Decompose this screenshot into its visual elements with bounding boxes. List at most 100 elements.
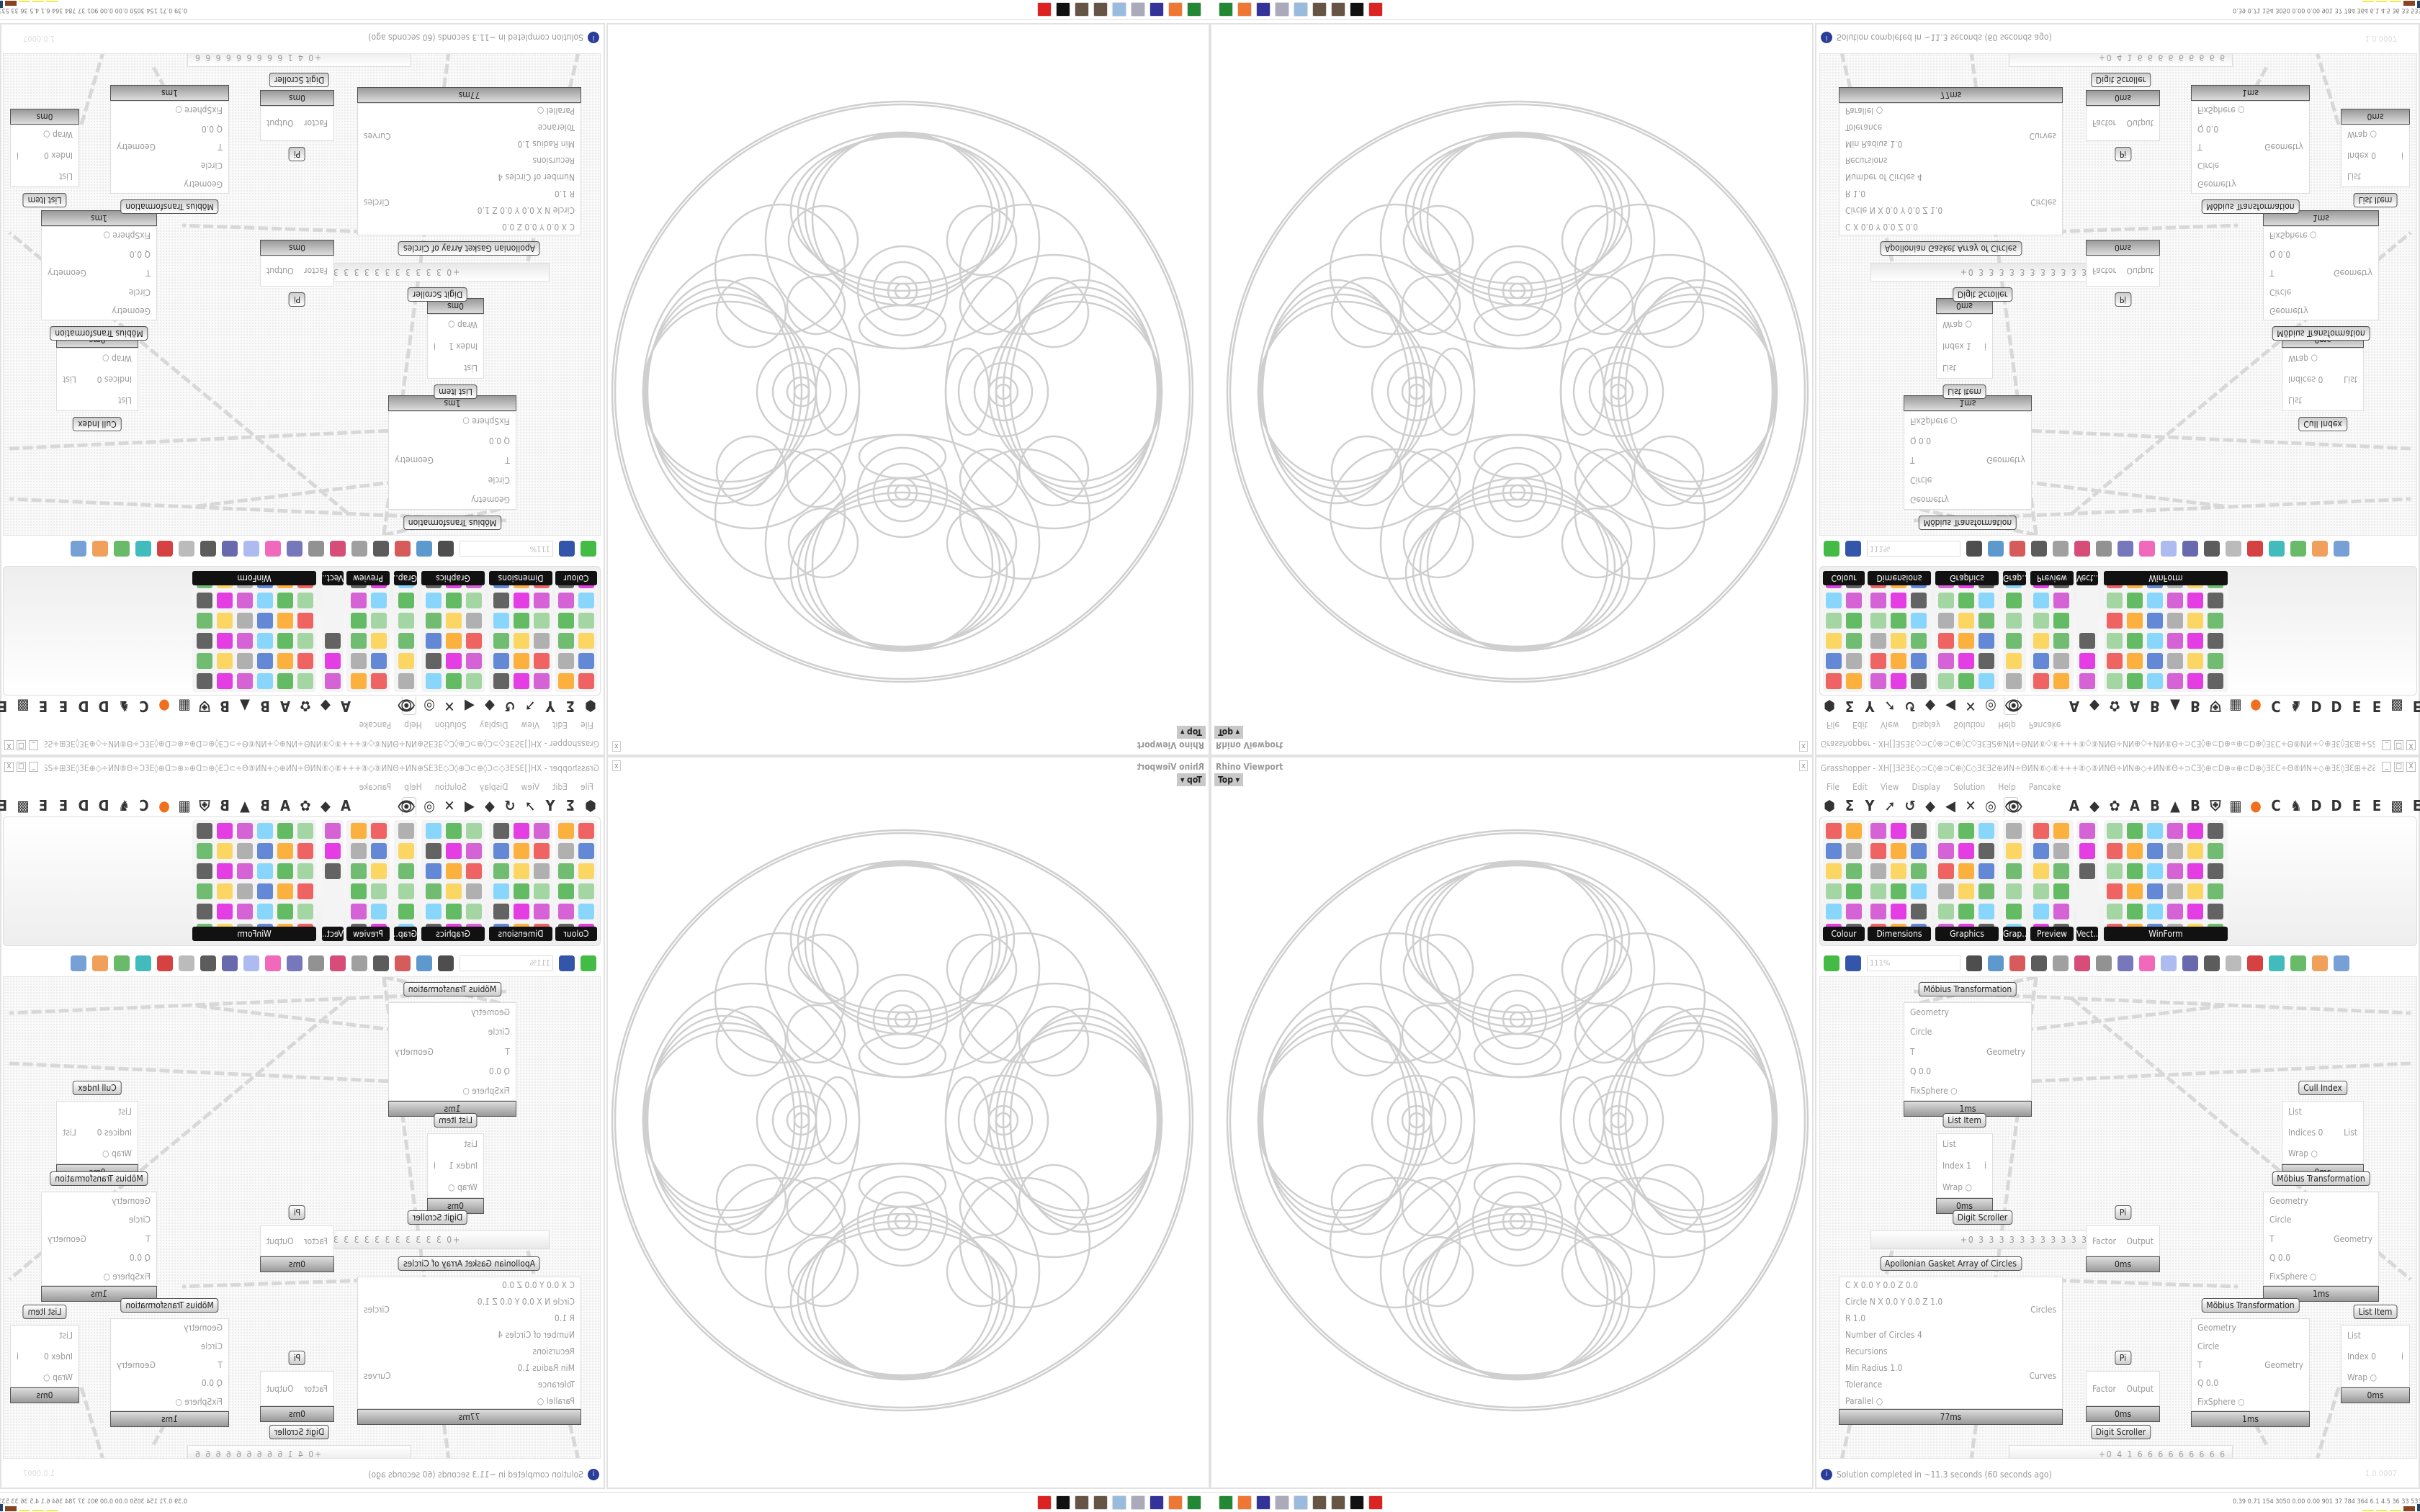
output-param[interactable]: Output [2126, 266, 2154, 276]
input-param[interactable]: Factor [304, 1236, 328, 1246]
component-node[interactable]: List Item List Index 1 Wrap ○ i 0ms [1936, 298, 1993, 399]
component-icon[interactable] [493, 863, 509, 879]
component-icon[interactable] [1958, 633, 1974, 649]
component-icon[interactable] [1978, 904, 1994, 919]
component-tab[interactable]: ▦ [2229, 797, 2242, 814]
close-button[interactable]: X [4, 762, 14, 772]
input-param[interactable]: List [2347, 1330, 2361, 1341]
input-param[interactable]: Geometry [2197, 179, 2236, 190]
component-tab[interactable]: A [2130, 797, 2140, 814]
component-icon[interactable] [1911, 653, 1927, 669]
toolbar-icon[interactable] [2290, 541, 2306, 557]
component-tab[interactable]: ✿ [300, 797, 311, 814]
component-tab[interactable]: 👁 [397, 796, 416, 815]
component-icon[interactable] [1958, 883, 1974, 899]
gear-icon[interactable] [1331, 2, 1345, 17]
toolbar-icon[interactable] [2009, 955, 2025, 971]
input-param[interactable]: R 1.0 [1845, 189, 1866, 199]
component-tab[interactable]: ▦ [2229, 698, 2242, 715]
input-param[interactable]: Index 1 [1942, 341, 1971, 351]
toolbar-icon[interactable] [2269, 541, 2285, 557]
grasshopper-canvas[interactable]: Möbius Transformation Geometry Circle T Q 0.… [1819, 976, 2417, 1459]
component-icon[interactable] [1826, 883, 1842, 899]
input-param[interactable]: Q 0.0 [1910, 436, 1932, 446]
output-param[interactable]: Geometry [1986, 455, 2025, 466]
component-icon[interactable] [1870, 613, 1886, 629]
component-icon[interactable] [493, 673, 509, 689]
component-icon[interactable] [2147, 883, 2163, 899]
component-icon[interactable] [2006, 843, 2022, 859]
component-icon[interactable] [2006, 673, 2022, 689]
palette-group-label[interactable]: Colour [1823, 927, 1865, 941]
component-tab[interactable]: E [2352, 698, 2362, 715]
input-param[interactable]: Tolerance [1845, 122, 1883, 133]
component-icon[interactable] [558, 653, 574, 669]
component-icon[interactable] [1958, 673, 1974, 689]
rhino-icon[interactable] [1056, 1495, 1070, 1510]
component-node[interactable]: Digit Scroller +0 3 3 3 3 3 3 3 3 3 3 3 [326, 1210, 550, 1249]
digit-slider[interactable]: +0 3 3 3 3 3 3 3 3 3 3 3 [1870, 263, 2094, 282]
component-tab[interactable]: 👁 [2004, 697, 2023, 716]
menu-pancake[interactable]: Pancake [2028, 720, 2061, 730]
component-icon[interactable] [1911, 823, 1927, 839]
output-param[interactable]: Circles [2030, 197, 2056, 207]
component-tab[interactable]: ⛨ [199, 698, 210, 715]
toolbar-icon[interactable] [200, 955, 216, 971]
component-icon[interactable] [446, 904, 462, 919]
component-tab[interactable]: E [58, 797, 68, 814]
palette-group-label[interactable]: Graphics [1935, 927, 1999, 941]
toolbar-icon[interactable] [1824, 541, 1839, 557]
document-icon[interactable] [1275, 1495, 1289, 1510]
component-tab[interactable]: ◀ [1945, 698, 1955, 715]
input-param[interactable]: Wrap ○ [43, 1372, 73, 1382]
component-icon[interactable] [2167, 904, 2183, 919]
toolbar-icon[interactable] [2269, 955, 2285, 971]
component-icon[interactable] [1891, 843, 1906, 859]
component-icon[interactable] [2107, 904, 2123, 919]
input-param[interactable]: Number of Circles 4 [1845, 1329, 1922, 1340]
toolbar-icon[interactable] [1988, 541, 2004, 557]
input-param[interactable]: Q 0.0 [201, 123, 223, 134]
toolbar-icon[interactable] [438, 955, 454, 971]
grasshopper-canvas[interactable]: Möbius Transformation Geometry Circle T Q 0.… [3, 976, 601, 1459]
component-icon[interactable] [1826, 823, 1842, 839]
component-icon[interactable] [2127, 633, 2143, 649]
toolbar-icon[interactable] [157, 955, 173, 971]
component-icon[interactable] [466, 883, 482, 899]
component-icon[interactable] [325, 863, 341, 879]
toolbar-icon[interactable] [114, 541, 130, 557]
component-icon[interactable] [1938, 653, 1954, 669]
component-tab[interactable]: 👁 [397, 697, 416, 716]
grasshopper-canvas[interactable]: Möbius Transformation Geometry Circle T Q 0.… [1819, 53, 2417, 536]
input-param[interactable]: Tolerance [537, 122, 575, 133]
component-icon[interactable] [398, 823, 414, 839]
app-icon[interactable] [1219, 1495, 1233, 1510]
component-icon[interactable] [1826, 613, 1842, 629]
component-icon[interactable] [1911, 883, 1927, 899]
component-icon[interactable] [446, 863, 462, 879]
component-icon[interactable] [2187, 613, 2203, 629]
app-icon[interactable] [1187, 1495, 1201, 1510]
component-tab[interactable]: ◀ [1945, 797, 1955, 814]
palette-group-label[interactable]: Grap.. [393, 927, 417, 941]
component-icon[interactable] [325, 633, 341, 649]
digit-slider[interactable]: +0 4 1 6 6 6 6 6 6 6 6 6 [2009, 53, 2233, 67]
toolbar-icon[interactable] [2334, 955, 2349, 971]
component-node[interactable]: Apollonian Gasket Array of Circles C X 0.… [1839, 1256, 2063, 1425]
toolbar-icon[interactable] [243, 955, 259, 971]
component-node[interactable]: Möbius Transformation Geometry Circle T Q 0.… [41, 1171, 157, 1302]
component-node[interactable]: Möbius Transformation Geometry Circle T Q 0.… [2263, 210, 2379, 341]
input-param[interactable]: Geometry [2197, 1322, 2236, 1333]
component-icon[interactable] [578, 904, 594, 919]
component-node[interactable]: Pi Factor Output 0ms [260, 1205, 334, 1272]
menu-help[interactable]: Help [1998, 720, 2016, 730]
component-icon[interactable] [2033, 653, 2049, 669]
component-icon[interactable] [1938, 843, 1954, 859]
toolbar-icon[interactable] [395, 541, 411, 557]
component-icon[interactable] [1891, 593, 1906, 608]
component-tab[interactable]: B [220, 797, 230, 814]
component-icon[interactable] [351, 633, 367, 649]
palette-group-label[interactable]: Preview [2030, 571, 2074, 585]
palette-group-label[interactable]: Preview [346, 571, 390, 585]
